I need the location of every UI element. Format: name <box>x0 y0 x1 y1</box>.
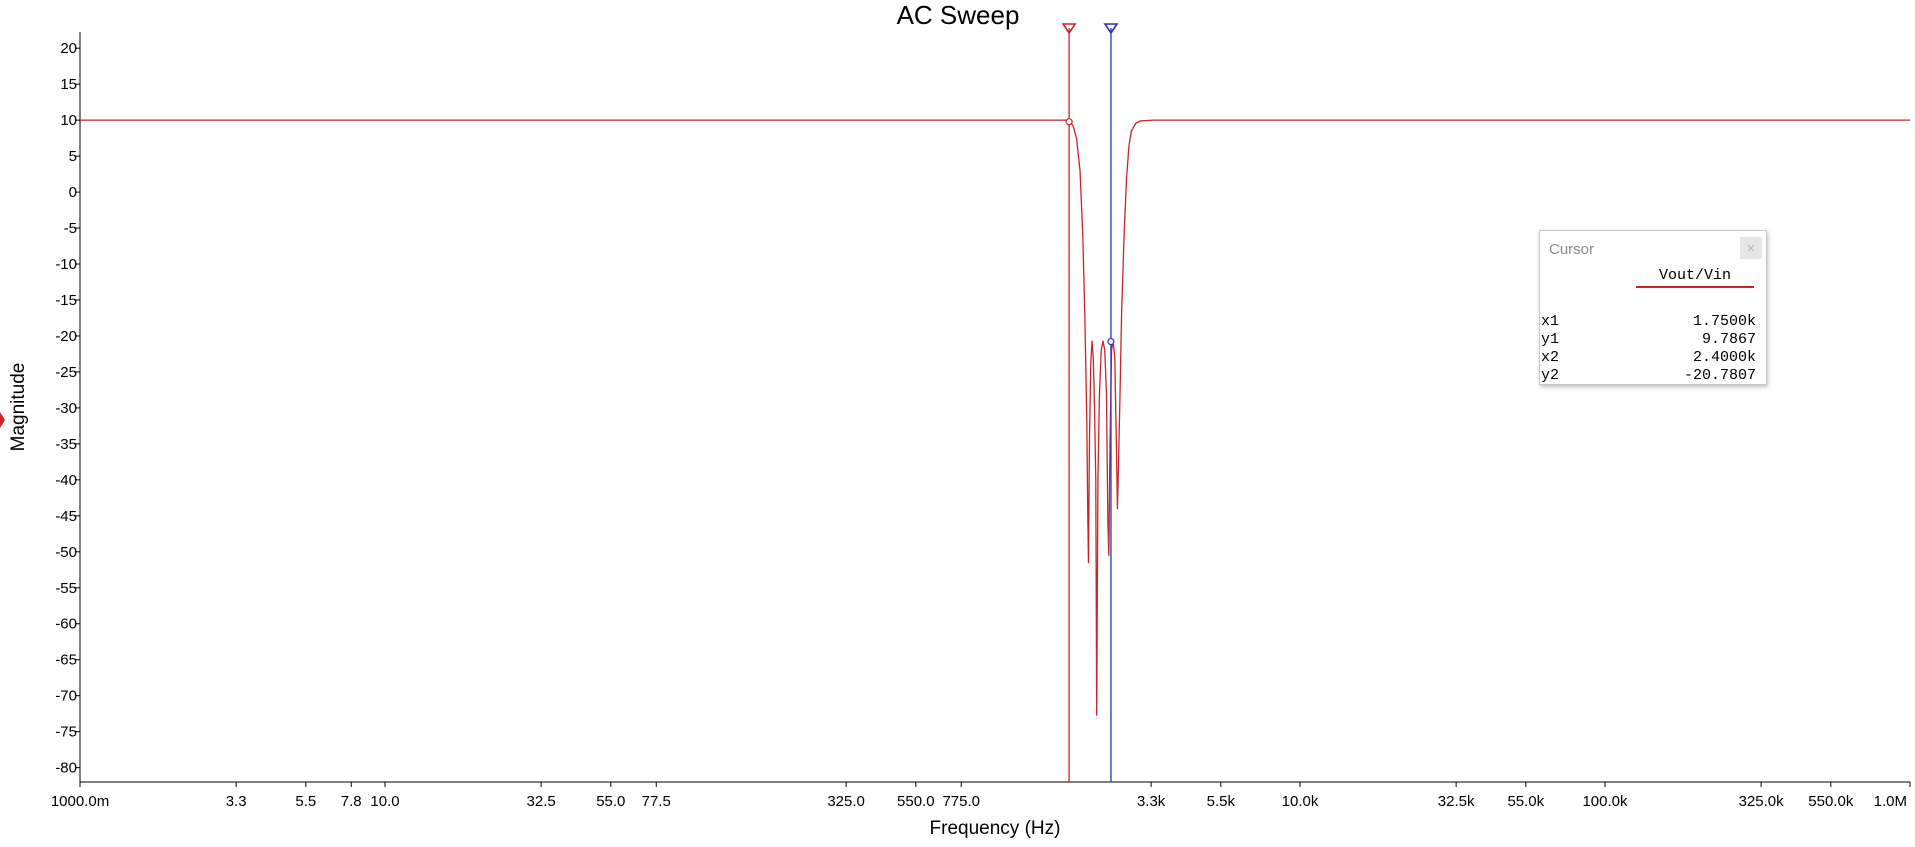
x-tick-label: 100.0k <box>1582 793 1628 810</box>
y-axis: 20 15 10 5 0 -5 -10 -15 -20 -25 -30 -35 -40 -45 -50 -55… <box>55 32 81 782</box>
cursor-readout-value: 2.4000k <box>1692 349 1756 366</box>
cursor-readout-key: y1 <box>1541 331 1560 348</box>
cursor-readout-value: -20.7807 <box>1683 367 1756 384</box>
x-tick-label: 7.8 <box>341 793 362 810</box>
y-axis-marker-icon[interactable] <box>0 412 5 428</box>
cursor-marker <box>1065 118 1073 126</box>
x-tick-label: 3.3k <box>1137 793 1166 810</box>
x-tick-label: 32.5 <box>527 793 556 810</box>
series-layer <box>80 119 1910 716</box>
y-tick-label: -45 <box>55 508 77 525</box>
y-tick-label: -80 <box>55 760 77 777</box>
y-tick-label: 0 <box>69 184 77 201</box>
y-tick-label: 10 <box>60 112 77 129</box>
y-tick-label: -20 <box>55 328 77 345</box>
y-tick-label: -50 <box>55 544 77 561</box>
close-icon[interactable]: × <box>1740 237 1762 259</box>
x-tick-label: 3.3 <box>226 793 247 810</box>
x-tick-label: 32.5k <box>1438 793 1475 810</box>
cursor-readout-value: 9.7867 <box>1701 331 1756 348</box>
x-tick-label: 550.0 <box>897 793 935 810</box>
cursor-marker <box>1107 337 1115 346</box>
cursor-layer[interactable] <box>1061 23 1119 782</box>
y-tick-label: -65 <box>55 652 77 669</box>
cursor-readout-row: y2 -20.7807 <box>1540 367 1756 385</box>
cursor-handle-icon[interactable] <box>1103 23 1119 35</box>
y-tick-label: -70 <box>55 688 77 705</box>
y-tick-label: -60 <box>55 616 77 633</box>
cursor-window[interactable]: Cursor × Vout/Vin x1 1.7500k y1 9.7867 x… <box>1539 230 1767 385</box>
x-tick-label: 5.5 <box>295 793 316 810</box>
y-tick-label: -55 <box>55 580 77 597</box>
x-tick-label: 1.0M <box>1874 793 1907 810</box>
cursor-readout-row: x2 2.4000k <box>1540 349 1756 367</box>
cursor-readout-key: x2 <box>1541 349 1560 366</box>
x-tick-label: 5.5k <box>1207 793 1236 810</box>
y-axis-label: Magnitude <box>8 363 29 452</box>
x-axis-label: Frequency (Hz) <box>930 818 1061 839</box>
series-line <box>80 119 1910 716</box>
cursor-window-title: Cursor <box>1549 241 1595 258</box>
cursor-readout-value: 1.7500k <box>1692 313 1756 330</box>
x-tick-label: 77.5 <box>642 793 671 810</box>
x-tick-label: 1000.0m <box>51 793 109 810</box>
x-tick-label: 55.0k <box>1507 793 1544 810</box>
x-tick-label: 325.0k <box>1739 793 1785 810</box>
cursor-handle-icon[interactable] <box>1061 23 1077 35</box>
y-tick-label: -25 <box>55 364 77 381</box>
x-tick-label: 10.0 <box>370 793 399 810</box>
x-tick-label: 550.0k <box>1808 793 1854 810</box>
y-tick-label: -40 <box>55 472 77 489</box>
x-tick-label: 55.0 <box>596 793 625 810</box>
y-tick-label: 5 <box>69 148 77 165</box>
cursor-readout-key: x1 <box>1541 313 1560 330</box>
cursor-readout-list: x1 1.7500k y1 9.7867 x2 2.4000k y2 -20.7… <box>1540 313 1756 385</box>
chart-title: AC Sweep <box>897 0 1020 30</box>
y-tick-label: -5 <box>64 220 77 237</box>
cursor-readout-key: y2 <box>1541 367 1560 384</box>
x-axis: 1000.0m 3.3 5.5 7.8 10.0 32.5 55.0 77.5 325.0 550… <box>51 781 1911 810</box>
cursor-series-label: Vout/Vin <box>1636 267 1754 288</box>
y-tick-label: -15 <box>55 292 77 309</box>
x-tick-label: 775.0 <box>942 793 980 810</box>
y-tick-label: -35 <box>55 436 77 453</box>
cursor-readout-row: x1 1.7500k <box>1540 313 1756 331</box>
cursor-readout-row: y1 9.7867 <box>1540 331 1756 349</box>
y-tick-label: 15 <box>60 76 77 93</box>
y-tick-label: 20 <box>60 40 77 57</box>
y-tick-label: -75 <box>55 724 77 741</box>
x-tick-label: 325.0 <box>827 793 865 810</box>
x-tick-label: 10.0k <box>1282 793 1319 810</box>
y-tick-label: -10 <box>55 256 77 273</box>
y-tick-label: -30 <box>55 400 77 417</box>
